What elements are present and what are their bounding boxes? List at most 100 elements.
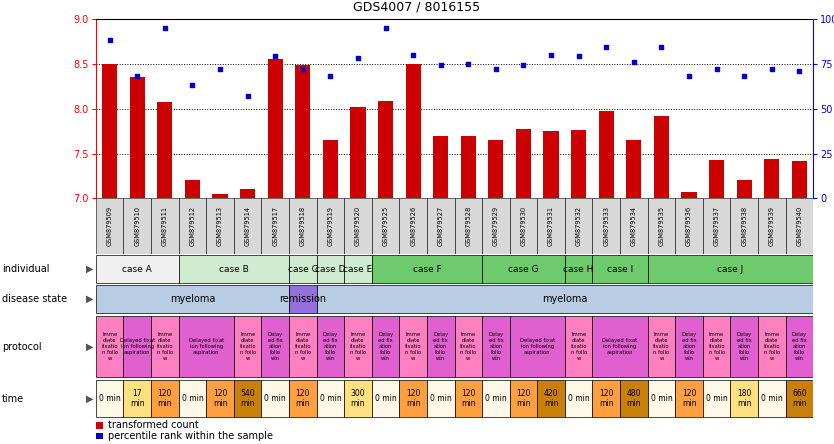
Text: 17
min: 17 min [130,389,144,408]
Text: GSM879519: GSM879519 [328,206,334,246]
Text: 120
min: 120 min [158,389,172,408]
Point [462,60,475,67]
Text: Imme
diate
fixatio
n follo
w: Imme diate fixatio n follo w [653,333,670,361]
Bar [158,102,173,198]
Point [765,65,778,72]
Bar [178,198,206,254]
Text: Delay
ed fix
ation
follo
win: Delay ed fix ation follo win [323,333,338,361]
Bar [648,316,676,377]
Point [186,82,199,89]
Bar [317,198,344,254]
Text: GSM879520: GSM879520 [355,206,361,246]
Bar [592,198,620,254]
Text: 0 min: 0 min [706,394,727,403]
Text: 0 min: 0 min [430,394,452,403]
Text: GSM879526: GSM879526 [410,206,416,246]
Point [572,53,585,60]
Point [490,65,503,72]
Bar [565,316,592,377]
Text: remission: remission [279,294,326,304]
Bar [96,198,123,254]
Bar [433,135,449,198]
Bar [455,316,482,377]
Point [792,67,806,74]
Text: case H: case H [564,265,594,274]
Text: 120
min: 120 min [516,389,530,408]
Bar [317,316,344,377]
Point [214,65,227,72]
Text: disease state: disease state [2,294,67,304]
Bar [185,180,200,198]
Bar [758,198,786,254]
Bar [151,198,178,254]
Text: Imme
diate
fixatio
n follo
w: Imme diate fixatio n follo w [239,333,256,361]
Bar [592,255,648,283]
Bar [234,316,261,377]
Text: Imme
diate
fixatio
n follo
w: Imme diate fixatio n follo w [404,333,421,361]
Text: 120
min: 120 min [406,389,420,408]
Text: ▶: ▶ [86,394,93,404]
Text: GSM879537: GSM879537 [714,206,720,246]
Text: case E: case E [344,265,373,274]
Text: GSM879512: GSM879512 [189,206,195,246]
Point [324,73,337,80]
Text: Imme
diate
fixatio
n follo
w: Imme diate fixatio n follo w [349,333,366,361]
Bar [786,381,813,417]
Text: GSM879534: GSM879534 [631,206,637,246]
Bar [178,316,234,377]
Text: time: time [2,394,24,404]
Bar [378,101,393,198]
Bar [455,381,482,417]
Point [241,92,254,99]
Text: GSM879509: GSM879509 [107,206,113,246]
Text: ▶: ▶ [86,264,93,274]
Bar [648,381,676,417]
Bar [764,159,779,198]
Text: myeloma: myeloma [170,294,215,304]
Text: 300
min: 300 min [350,389,365,408]
Text: GSM879513: GSM879513 [217,206,223,246]
Bar [648,198,676,254]
Text: Delay
ed fix
ation
follo
win: Delay ed fix ation follo win [433,333,449,361]
Bar [372,198,399,254]
Text: case D: case D [315,265,345,274]
Text: Imme
diate
fixatio
n follo
w: Imme diate fixatio n follo w [294,333,311,361]
Bar [599,111,614,198]
Bar [399,198,427,254]
Text: GSM879514: GSM879514 [244,206,251,246]
Point [103,37,117,44]
Bar [123,381,151,417]
Text: GSM879536: GSM879536 [686,206,692,246]
Point [351,55,364,62]
Bar [703,381,731,417]
Point [517,62,530,69]
Bar [786,316,813,377]
Bar [102,63,118,198]
Text: Delay
ed fix
ation
follo
win: Delay ed fix ation follo win [268,333,283,361]
Bar [676,316,703,377]
Bar [786,198,813,254]
Bar [178,255,289,283]
Bar [261,316,289,377]
Bar [510,381,537,417]
Bar [405,63,420,198]
Bar [537,198,565,254]
Bar [151,381,178,417]
Bar [289,198,317,254]
Text: case G: case G [508,265,539,274]
Bar [344,198,372,254]
Text: Imme
diate
fixatio
n follo
w: Imme diate fixatio n follo w [708,333,725,361]
Text: 0 min: 0 min [182,394,203,403]
Text: protocol: protocol [2,341,42,352]
Text: case I: case I [607,265,633,274]
Bar [96,432,103,439]
Bar [592,316,648,377]
Bar [295,65,310,198]
Point [131,73,144,80]
Text: Delayed fixat
ion following
aspiration: Delayed fixat ion following aspiration [119,338,155,355]
Bar [709,160,724,198]
Text: 0 min: 0 min [374,394,396,403]
Bar [289,255,317,283]
Bar [731,316,758,377]
Text: ▶: ▶ [86,341,93,352]
